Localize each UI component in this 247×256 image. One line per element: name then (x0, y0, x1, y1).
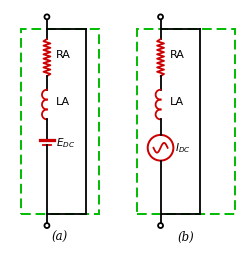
Text: LA: LA (56, 97, 70, 107)
Text: (b): (b) (178, 231, 194, 244)
Text: (a): (a) (52, 231, 68, 244)
Text: RA: RA (170, 50, 185, 60)
Circle shape (158, 223, 163, 228)
Text: RA: RA (56, 50, 71, 60)
Text: $I_{DC}$: $I_{DC}$ (175, 141, 191, 155)
Circle shape (44, 14, 49, 19)
Text: LA: LA (170, 97, 184, 107)
Circle shape (44, 223, 49, 228)
Circle shape (158, 14, 163, 19)
Text: $E_{DC}$: $E_{DC}$ (56, 136, 75, 150)
